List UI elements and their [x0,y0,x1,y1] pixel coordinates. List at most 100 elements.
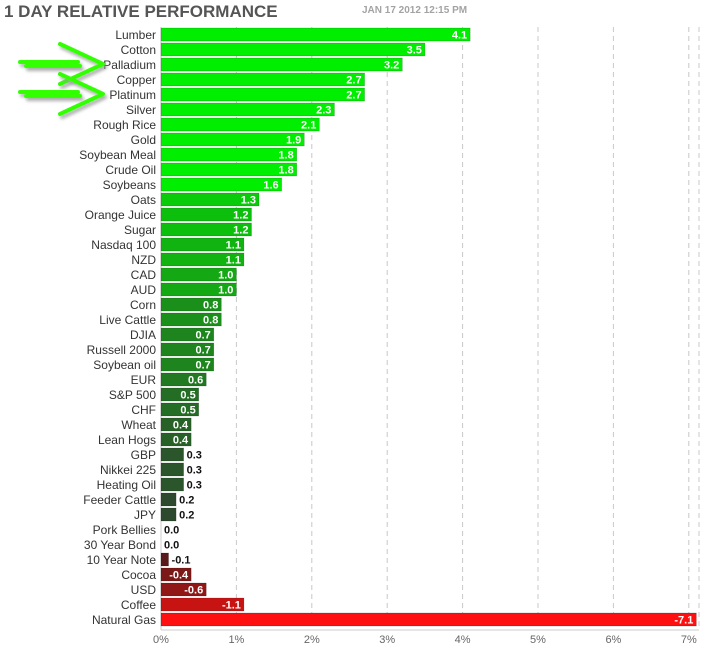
bar-chf [160,402,200,417]
category-label-gbp: GBP [131,448,156,462]
bar-cocoa [160,567,192,582]
category-label-platinum: Platinum [109,88,156,102]
bar-nasdaq-100 [160,237,245,252]
bar-feeder-cattle [160,492,177,507]
value-label-feeder-cattle: 0.2 [179,495,194,507]
value-label-live-cattle: 0.8 [203,315,218,327]
x-tick-label: 4% [455,634,471,646]
value-label-palladium: 3.2 [384,60,399,72]
category-label-orange-juice: Orange Juice [85,208,157,222]
bar-jpy [160,507,177,522]
category-label-pork-bellies: Pork Bellies [93,523,156,537]
category-label-nikkei-225: Nikkei 225 [100,463,156,477]
value-label-aud: 1.0 [218,285,233,297]
bar-eur [160,372,207,387]
category-label-soybean-meal: Soybean Meal [79,148,156,162]
category-label-nasdaq-100: Nasdaq 100 [91,238,156,252]
value-label-gbp: 0.3 [187,450,202,462]
bar-cotton [160,42,426,57]
category-label-nzd: NZD [131,253,156,267]
category-label-chf: CHF [131,403,156,417]
category-label-usd: USD [131,583,157,597]
highlight-arrow-palladium [18,42,105,86]
highlight-arrows [18,42,105,116]
bar-coffee [160,597,245,612]
bar-soybean-oil [160,357,215,372]
value-label-soybeans: 1.6 [263,180,278,192]
category-label-cotton: Cotton [121,43,156,57]
value-label-gold: 1.9 [286,135,301,147]
value-label-pork-bellies: 0.0 [164,525,179,537]
category-label-djia: DJIA [130,328,156,342]
bar-cad [160,267,237,282]
value-label-cocoa: -0.4 [169,570,189,582]
value-label-orange-juice: 1.2 [233,210,248,222]
category-label-soybeans: Soybeans [103,178,156,192]
category-label-sugar: Sugar [124,223,156,237]
value-label-sugar: 1.2 [233,225,248,237]
category-label-russell-2000: Russell 2000 [87,343,157,357]
category-label-wheat: Wheat [121,418,156,432]
value-label-soybean-oil: 0.7 [195,360,210,372]
value-label-russell-2000: 0.7 [195,345,210,357]
x-tick-label: 3% [379,634,395,646]
category-label-cocoa: Cocoa [121,568,156,582]
category-label-30-year-bond: 30 Year Bond [84,538,156,552]
value-label-lumber: 4.1 [452,30,467,42]
bar-natural-gas [160,612,697,627]
category-label-corn: Corn [130,298,156,312]
bar-crude-oil [160,162,298,177]
category-label-cad: CAD [131,268,157,282]
value-label-30-year-bond: 0.0 [164,540,179,552]
chart-timestamp: JAN 17 2012 12:15 PM [362,5,468,16]
bar-nikkei-225 [160,462,184,477]
category-label-rough-rice: Rough Rice [93,118,156,132]
bar-lumber [160,27,471,42]
category-label-lean-hogs: Lean Hogs [98,433,156,447]
category-label-crude-oil: Crude Oil [105,163,156,177]
category-label-lumber: Lumber [115,28,156,42]
bar-silver [160,102,335,117]
category-label-palladium: Palladium [103,58,156,72]
category-label-feeder-cattle: Feeder Cattle [83,493,156,507]
bar-10-year-note [160,552,169,567]
category-label-silver: Silver [126,103,156,117]
x-tick-label: 7% [681,634,697,646]
value-label-crude-oil: 1.8 [278,165,293,177]
value-label-oats: 1.3 [241,195,256,207]
bar-gbp [160,447,184,462]
category-label-jpy: JPY [134,508,156,522]
bar-orange-juice [160,207,252,222]
bar-rough-rice [160,117,320,132]
value-label-nikkei-225: 0.3 [187,465,202,477]
category-label-gold: Gold [131,133,156,147]
x-axis-ticks: 0% 1% 2% 3% 4% 5% 6% 7% [153,634,697,646]
bar-heating-oil [160,477,184,492]
value-label-soybean-meal: 1.8 [278,150,293,162]
grid-lines [160,27,700,631]
category-label-heating-oil: Heating Oil [97,478,156,492]
value-label-heating-oil: 0.3 [187,480,202,492]
bar-sandp-500 [160,387,200,402]
bar-aud [160,282,237,297]
x-tick-label: 2% [304,634,320,646]
category-label-coffee: Coffee [121,598,156,612]
value-label-cotton: 3.5 [407,45,422,57]
bar-oats [160,192,260,207]
value-label-nzd: 1.1 [226,255,241,267]
value-label-sandp-500: 0.5 [180,390,195,402]
highlight-arrow-platinum [18,72,105,116]
category-label-aud: AUD [131,283,157,297]
value-label-rough-rice: 2.1 [301,120,316,132]
x-tick-label: 6% [605,634,621,646]
bar-copper [160,72,365,87]
bar-sugar [160,222,252,237]
value-label-djia: 0.7 [195,330,210,342]
bar-soybean-meal [160,147,298,162]
value-label-corn: 0.8 [203,300,218,312]
bar-palladium [160,57,403,72]
value-label-10-year-note: -0.1 [172,555,191,567]
chart-title: 1 DAY RELATIVE PERFORMANCE [4,2,278,21]
bar-platinum [160,87,365,102]
